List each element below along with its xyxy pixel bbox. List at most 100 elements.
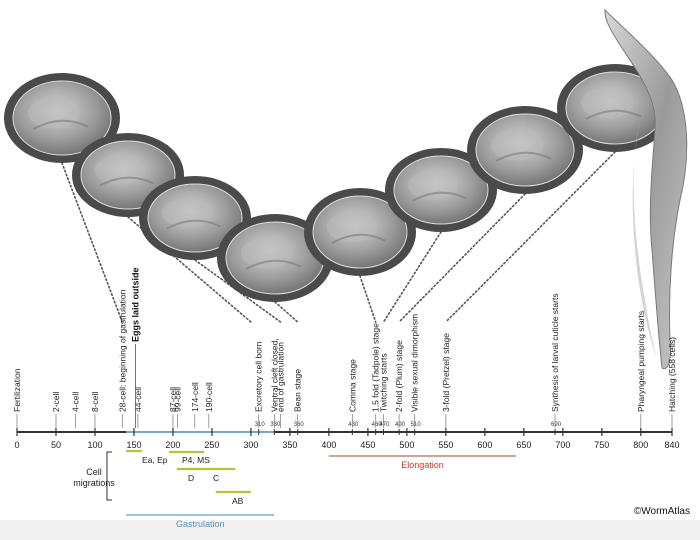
event-label: Excretory cell born — [254, 341, 264, 412]
embryo-highlight — [490, 129, 544, 161]
event-label: 190-cell — [204, 382, 214, 412]
event-label: Hatching (558 cells) — [667, 337, 677, 412]
migration-label: C — [213, 473, 219, 483]
dotted-connector — [382, 231, 442, 323]
axis-minor-label: 430 — [348, 422, 359, 428]
embryo-highlight — [161, 198, 213, 228]
embryo-texture — [412, 191, 467, 202]
event-label: 4-cell — [70, 392, 80, 412]
axis-tick-label: 0 — [14, 440, 19, 450]
axis-tick-label: 150 — [126, 440, 141, 450]
event-label: 1.5 fold (Tadpole) stage — [371, 323, 381, 412]
event-label: 99-cell — [173, 387, 183, 412]
axis-tick-label: 250 — [204, 440, 219, 450]
dotted-connector — [274, 301, 299, 323]
axis-minor-label: 490 — [395, 422, 406, 428]
dotted-connector — [61, 162, 124, 323]
embryo-comma — [385, 148, 497, 232]
dotted-connector — [398, 193, 526, 323]
axis-tick-label: 650 — [516, 440, 531, 450]
axis-tick-label: 700 — [555, 440, 570, 450]
event-label: Comma stage — [347, 359, 357, 412]
embryo-bean — [304, 188, 416, 276]
migrations-title: migrations — [73, 478, 115, 488]
axis-tick-label: 550 — [438, 440, 453, 450]
axis-tick-label: 50 — [51, 440, 61, 450]
migration-label: Ea, Ep — [142, 455, 168, 465]
embryo-highlight — [580, 87, 634, 119]
embryo-highlight — [407, 170, 459, 200]
event-label: 3-fold (Pretzel) stage — [441, 333, 451, 412]
migration-label: D — [188, 473, 194, 483]
event-label: 8-cell — [90, 392, 100, 412]
axis-tick-label: 200 — [165, 440, 180, 450]
axis-tick-label: 400 — [321, 440, 336, 450]
migrations-bracket — [106, 451, 112, 501]
axis-tick-label: 350 — [282, 440, 297, 450]
event-labels: Fertilization 2-cell 4-cell 8-cell 28-cell: … — [12, 267, 677, 428]
embryo-highlight — [240, 237, 294, 269]
axis-minor-label: 310 — [255, 422, 266, 428]
embryo-texture — [99, 176, 154, 187]
event-label: Bean stage — [293, 369, 303, 412]
axis-minor-label: 460 — [372, 422, 383, 428]
event-label: 174-cell — [190, 382, 200, 412]
credit-text: ©WormAtlas — [633, 506, 690, 517]
embryo-texture — [331, 233, 386, 244]
eggs-laid-label: Eggs laid outside — [131, 267, 141, 342]
embryo-texture — [245, 259, 302, 270]
axis-minor-label: 360 — [294, 422, 305, 428]
phase-bars: Gastrulation Elongation — [126, 455, 517, 529]
axis-tick-label: 750 — [594, 440, 609, 450]
migration-label: AB — [232, 496, 244, 506]
phase-label: Gastrulation — [176, 519, 225, 529]
embryo-texture — [585, 109, 642, 120]
axis-tick-label: 800 — [633, 440, 648, 450]
footer-band — [0, 520, 700, 540]
embryo-images — [4, 64, 673, 302]
dotted-connector — [127, 216, 252, 323]
event-label: 2-fold (Plum) stage — [394, 340, 404, 412]
event-label: end of gastrulation — [276, 342, 286, 412]
axis-minor-label: 330 — [270, 422, 281, 428]
axis-tick-label: 450 — [360, 440, 375, 450]
dotted-connector — [359, 275, 377, 323]
axis-minor-label: 690 — [551, 422, 562, 428]
event-label: 87-cell — [168, 387, 178, 412]
event-label: Visible sexual dimorphism — [410, 314, 420, 412]
larva-image — [604, 8, 688, 370]
event-label: 28-cell: beginning of gastrulation — [117, 289, 127, 412]
embryo-highlight — [94, 155, 146, 185]
axis-minor-label: 470 — [379, 422, 390, 428]
embryo-texture — [166, 219, 221, 230]
time-axis: 0 50 100 150 200 250 300 350 400 450 500 550 600 650 7… — [14, 422, 679, 450]
migrations-title: Cell — [86, 467, 102, 477]
dotted-connector — [445, 151, 616, 323]
hatched-larva — [604, 8, 688, 370]
axis-tick-label: 600 — [477, 440, 492, 450]
migration-label: P4, MS — [182, 455, 210, 465]
connector-lines — [61, 151, 616, 323]
event-label: 44-cell — [133, 387, 143, 412]
embryo-texture — [32, 119, 89, 131]
axis-tick-label: 840 — [664, 440, 679, 450]
embryo-late-gastrula — [217, 214, 333, 302]
event-label: Pharyngeal pumping starts — [636, 311, 646, 412]
event-label: Fertilization — [12, 368, 22, 412]
embryo-texture — [495, 151, 552, 162]
axis-tick-label: 100 — [87, 440, 102, 450]
axis-tick-label: 300 — [243, 440, 258, 450]
event-label: 2-cell — [51, 392, 61, 412]
embryo-highlight — [326, 211, 378, 243]
larva-shadow — [632, 120, 656, 355]
axis-tick-label: 500 — [399, 440, 414, 450]
embryo-highlight — [27, 97, 81, 129]
axis-minor-label: 510 — [411, 422, 422, 428]
event-label: Ventral cleft closed, — [269, 338, 279, 412]
embryo-early — [4, 73, 120, 163]
event-label: Twitching starts — [378, 353, 388, 412]
phase-label: Elongation — [401, 460, 444, 470]
event-label: Synthesis of larval cuticle starts — [550, 293, 560, 412]
